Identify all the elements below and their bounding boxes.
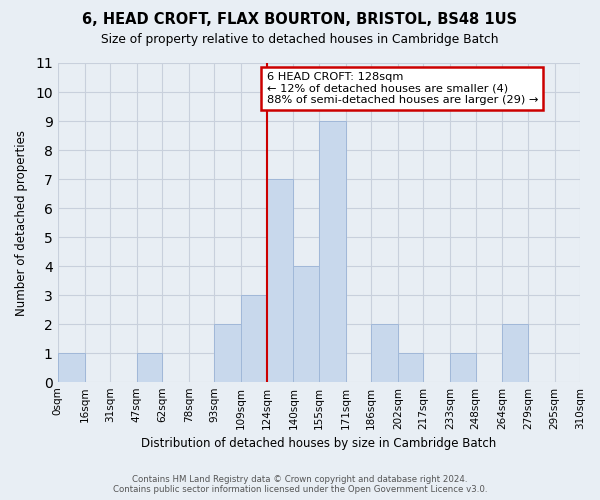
Bar [502,324,528,382]
Bar [371,324,398,382]
Text: 6 HEAD CROFT: 128sqm
← 12% of detached houses are smaller (4)
88% of semi-detach: 6 HEAD CROFT: 128sqm ← 12% of detached h… [266,72,538,105]
Bar [293,266,319,382]
Bar [319,121,346,382]
X-axis label: Distribution of detached houses by size in Cambridge Batch: Distribution of detached houses by size … [141,437,496,450]
Text: Contains HM Land Registry data © Crown copyright and database right 2024.: Contains HM Land Registry data © Crown c… [132,475,468,484]
Text: Contains public sector information licensed under the Open Government Licence v3: Contains public sector information licen… [113,485,487,494]
Text: 6, HEAD CROFT, FLAX BOURTON, BRISTOL, BS48 1US: 6, HEAD CROFT, FLAX BOURTON, BRISTOL, BS… [82,12,518,28]
Text: Size of property relative to detached houses in Cambridge Batch: Size of property relative to detached ho… [101,32,499,46]
Bar [137,354,162,382]
Y-axis label: Number of detached properties: Number of detached properties [15,130,28,316]
Bar [241,296,266,382]
Bar [266,179,293,382]
Bar [214,324,241,382]
Bar [450,354,476,382]
Bar [398,354,423,382]
Bar [58,354,85,382]
